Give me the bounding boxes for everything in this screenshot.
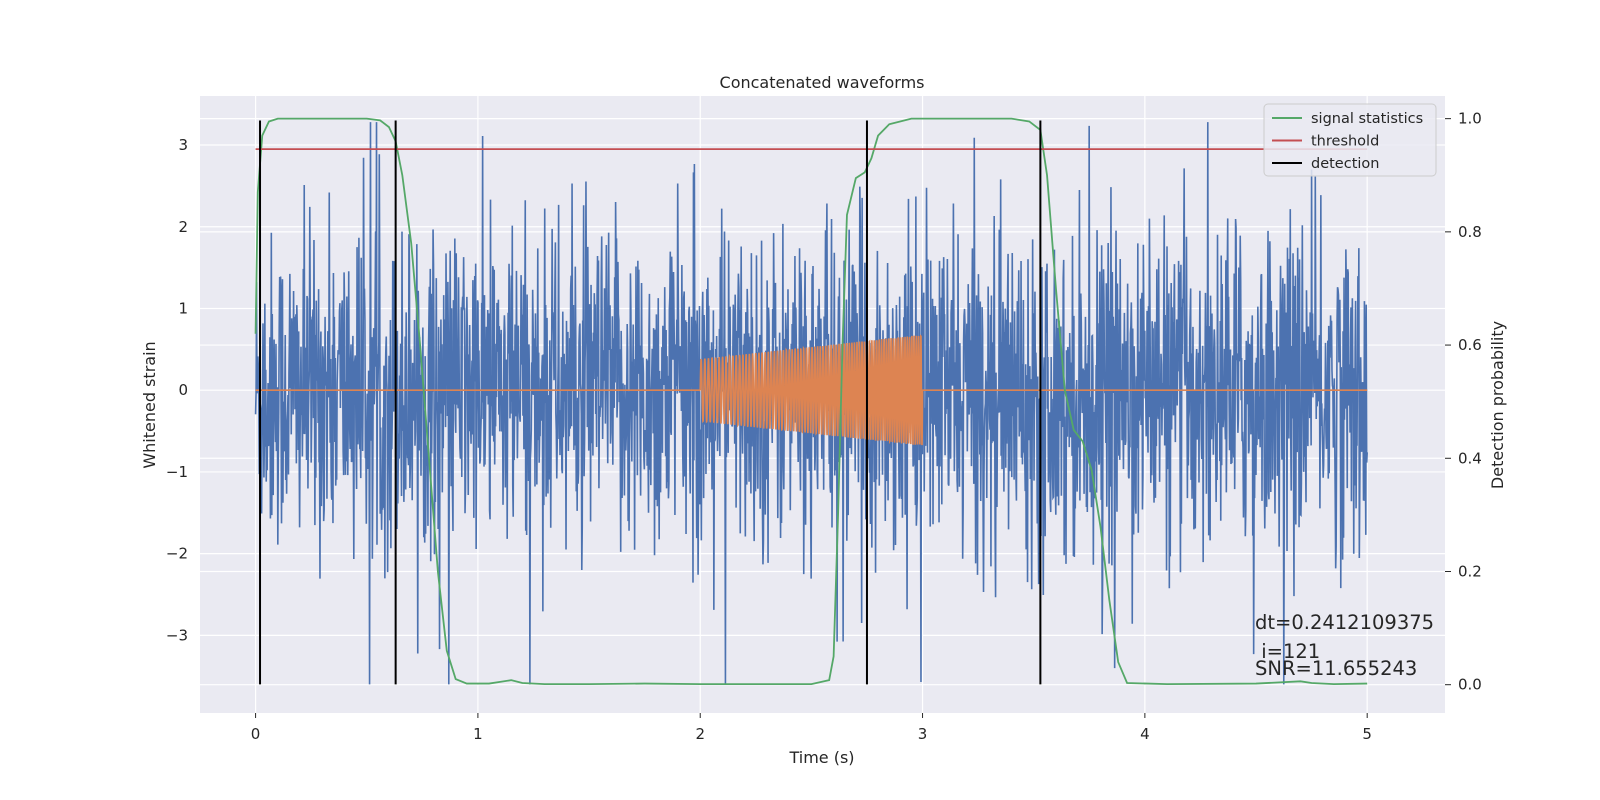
x-tick-label: 3 xyxy=(918,725,928,743)
chart-title: Concatenated waveforms xyxy=(720,73,925,92)
x-axis-label: Time (s) xyxy=(788,748,854,767)
tick-labels: 0 1 2 3 4 5 −3 −2 −1 0 1 2 3 0.0 0.2 0.4 0.6 0.8 1.0 xyxy=(166,110,1482,743)
legend-box xyxy=(1263,103,1437,177)
annotation-text: SNR=11.655243 xyxy=(1255,657,1417,680)
y-tick-label-right: 0.6 xyxy=(1458,336,1482,354)
x-tick-label: 5 xyxy=(1362,725,1372,743)
y-tick-label-right: 0.4 xyxy=(1458,449,1482,467)
y-tick-label-left: −2 xyxy=(166,545,188,563)
y-tick-label-right: 1.0 xyxy=(1458,110,1482,128)
y-tick-label-right: 0.0 xyxy=(1458,676,1482,694)
y-tick-label-left: −1 xyxy=(166,463,188,481)
x-tick-label: 0 xyxy=(251,725,261,743)
series-layer xyxy=(254,117,1368,686)
y-tick-label-left: 3 xyxy=(178,136,188,154)
y-tick-label-right: 0.8 xyxy=(1458,223,1482,241)
x-tick-label: 4 xyxy=(1140,725,1150,743)
series-noise xyxy=(254,122,1368,685)
legend: signal statistics threshold detection xyxy=(1263,103,1437,177)
y-tick-label-left: −3 xyxy=(166,626,188,644)
y-tick-label-left: 1 xyxy=(178,299,188,317)
legend-label: detection xyxy=(1311,156,1379,172)
y-axis-label-right: Detection probability xyxy=(1488,321,1507,489)
legend-label: threshold xyxy=(1311,134,1379,150)
y-tick-label-right: 0.2 xyxy=(1458,562,1482,580)
y-axis-label-left: Whitened strain xyxy=(140,341,159,468)
y-tick-label-left: 0 xyxy=(178,381,188,399)
series-signal-statistics xyxy=(254,117,1368,686)
annotation-text: i=121 xyxy=(1255,640,1320,663)
legend-label: signal statistics xyxy=(1311,111,1423,127)
x-tick-label: 2 xyxy=(695,725,705,743)
x-tick-label: 1 xyxy=(473,725,483,743)
series-chirp xyxy=(255,334,1368,446)
annotation-text: dt=0.2412109375 xyxy=(1255,611,1434,634)
y-tick-label-left: 2 xyxy=(178,218,188,236)
